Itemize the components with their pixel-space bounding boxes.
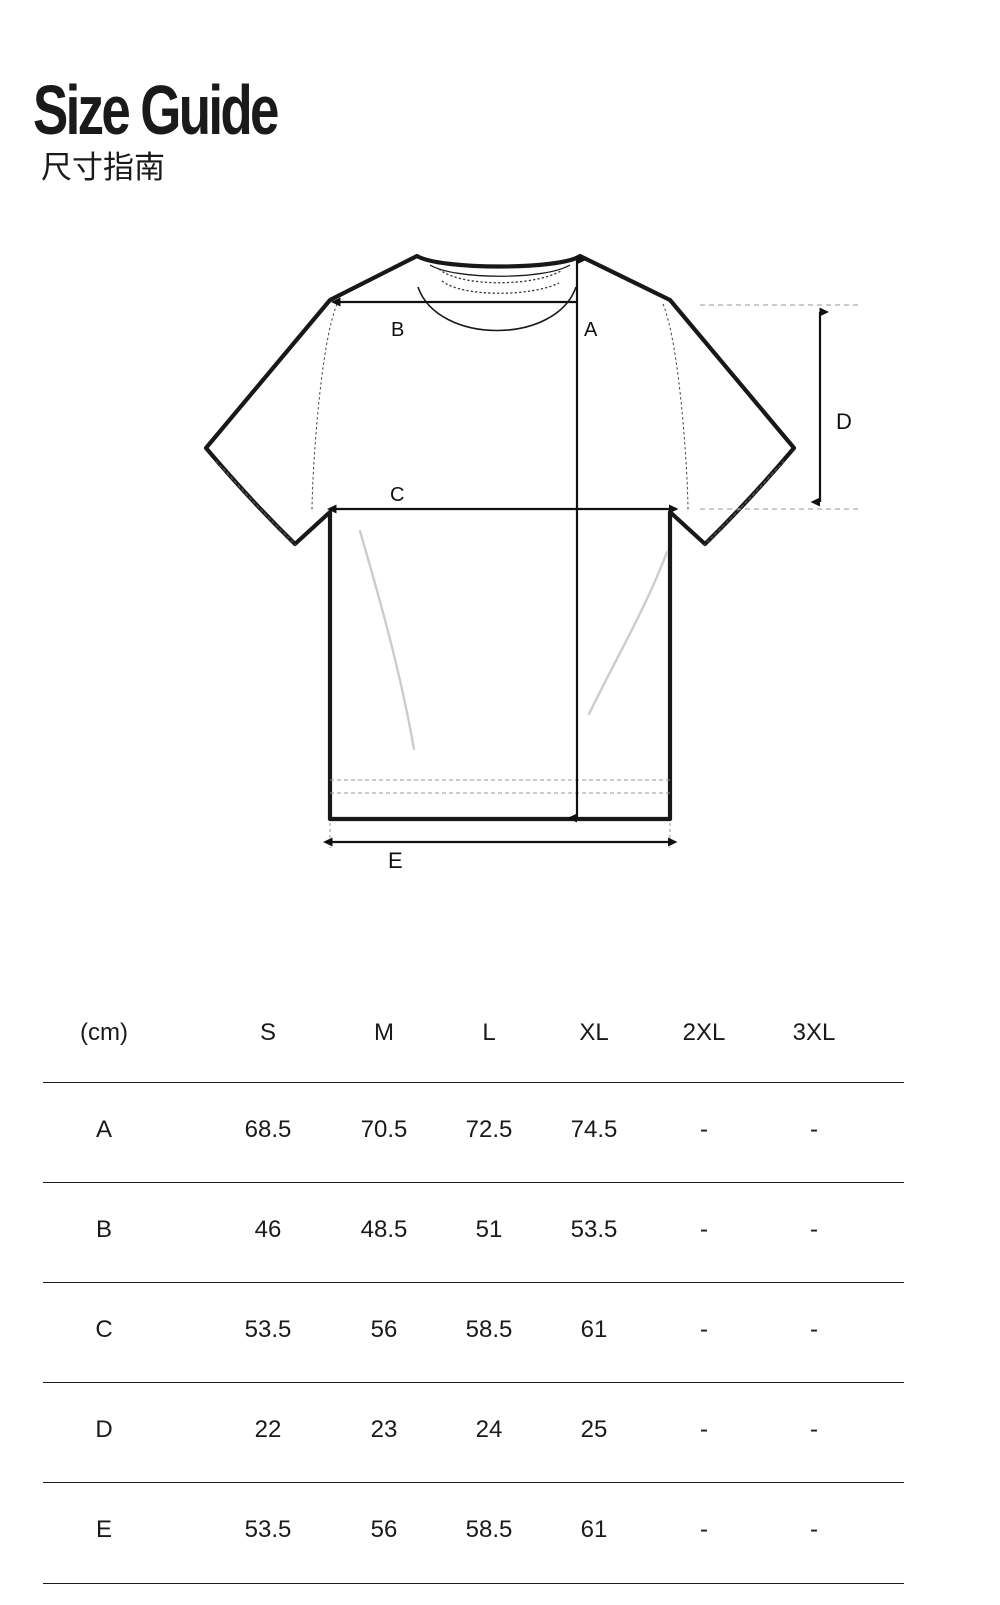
svg-text:A: A: [584, 319, 598, 341]
svg-text:B: B: [391, 319, 404, 341]
svg-text:E: E: [388, 848, 403, 873]
svg-text:D: D: [836, 409, 852, 434]
svg-text:C: C: [390, 484, 404, 506]
